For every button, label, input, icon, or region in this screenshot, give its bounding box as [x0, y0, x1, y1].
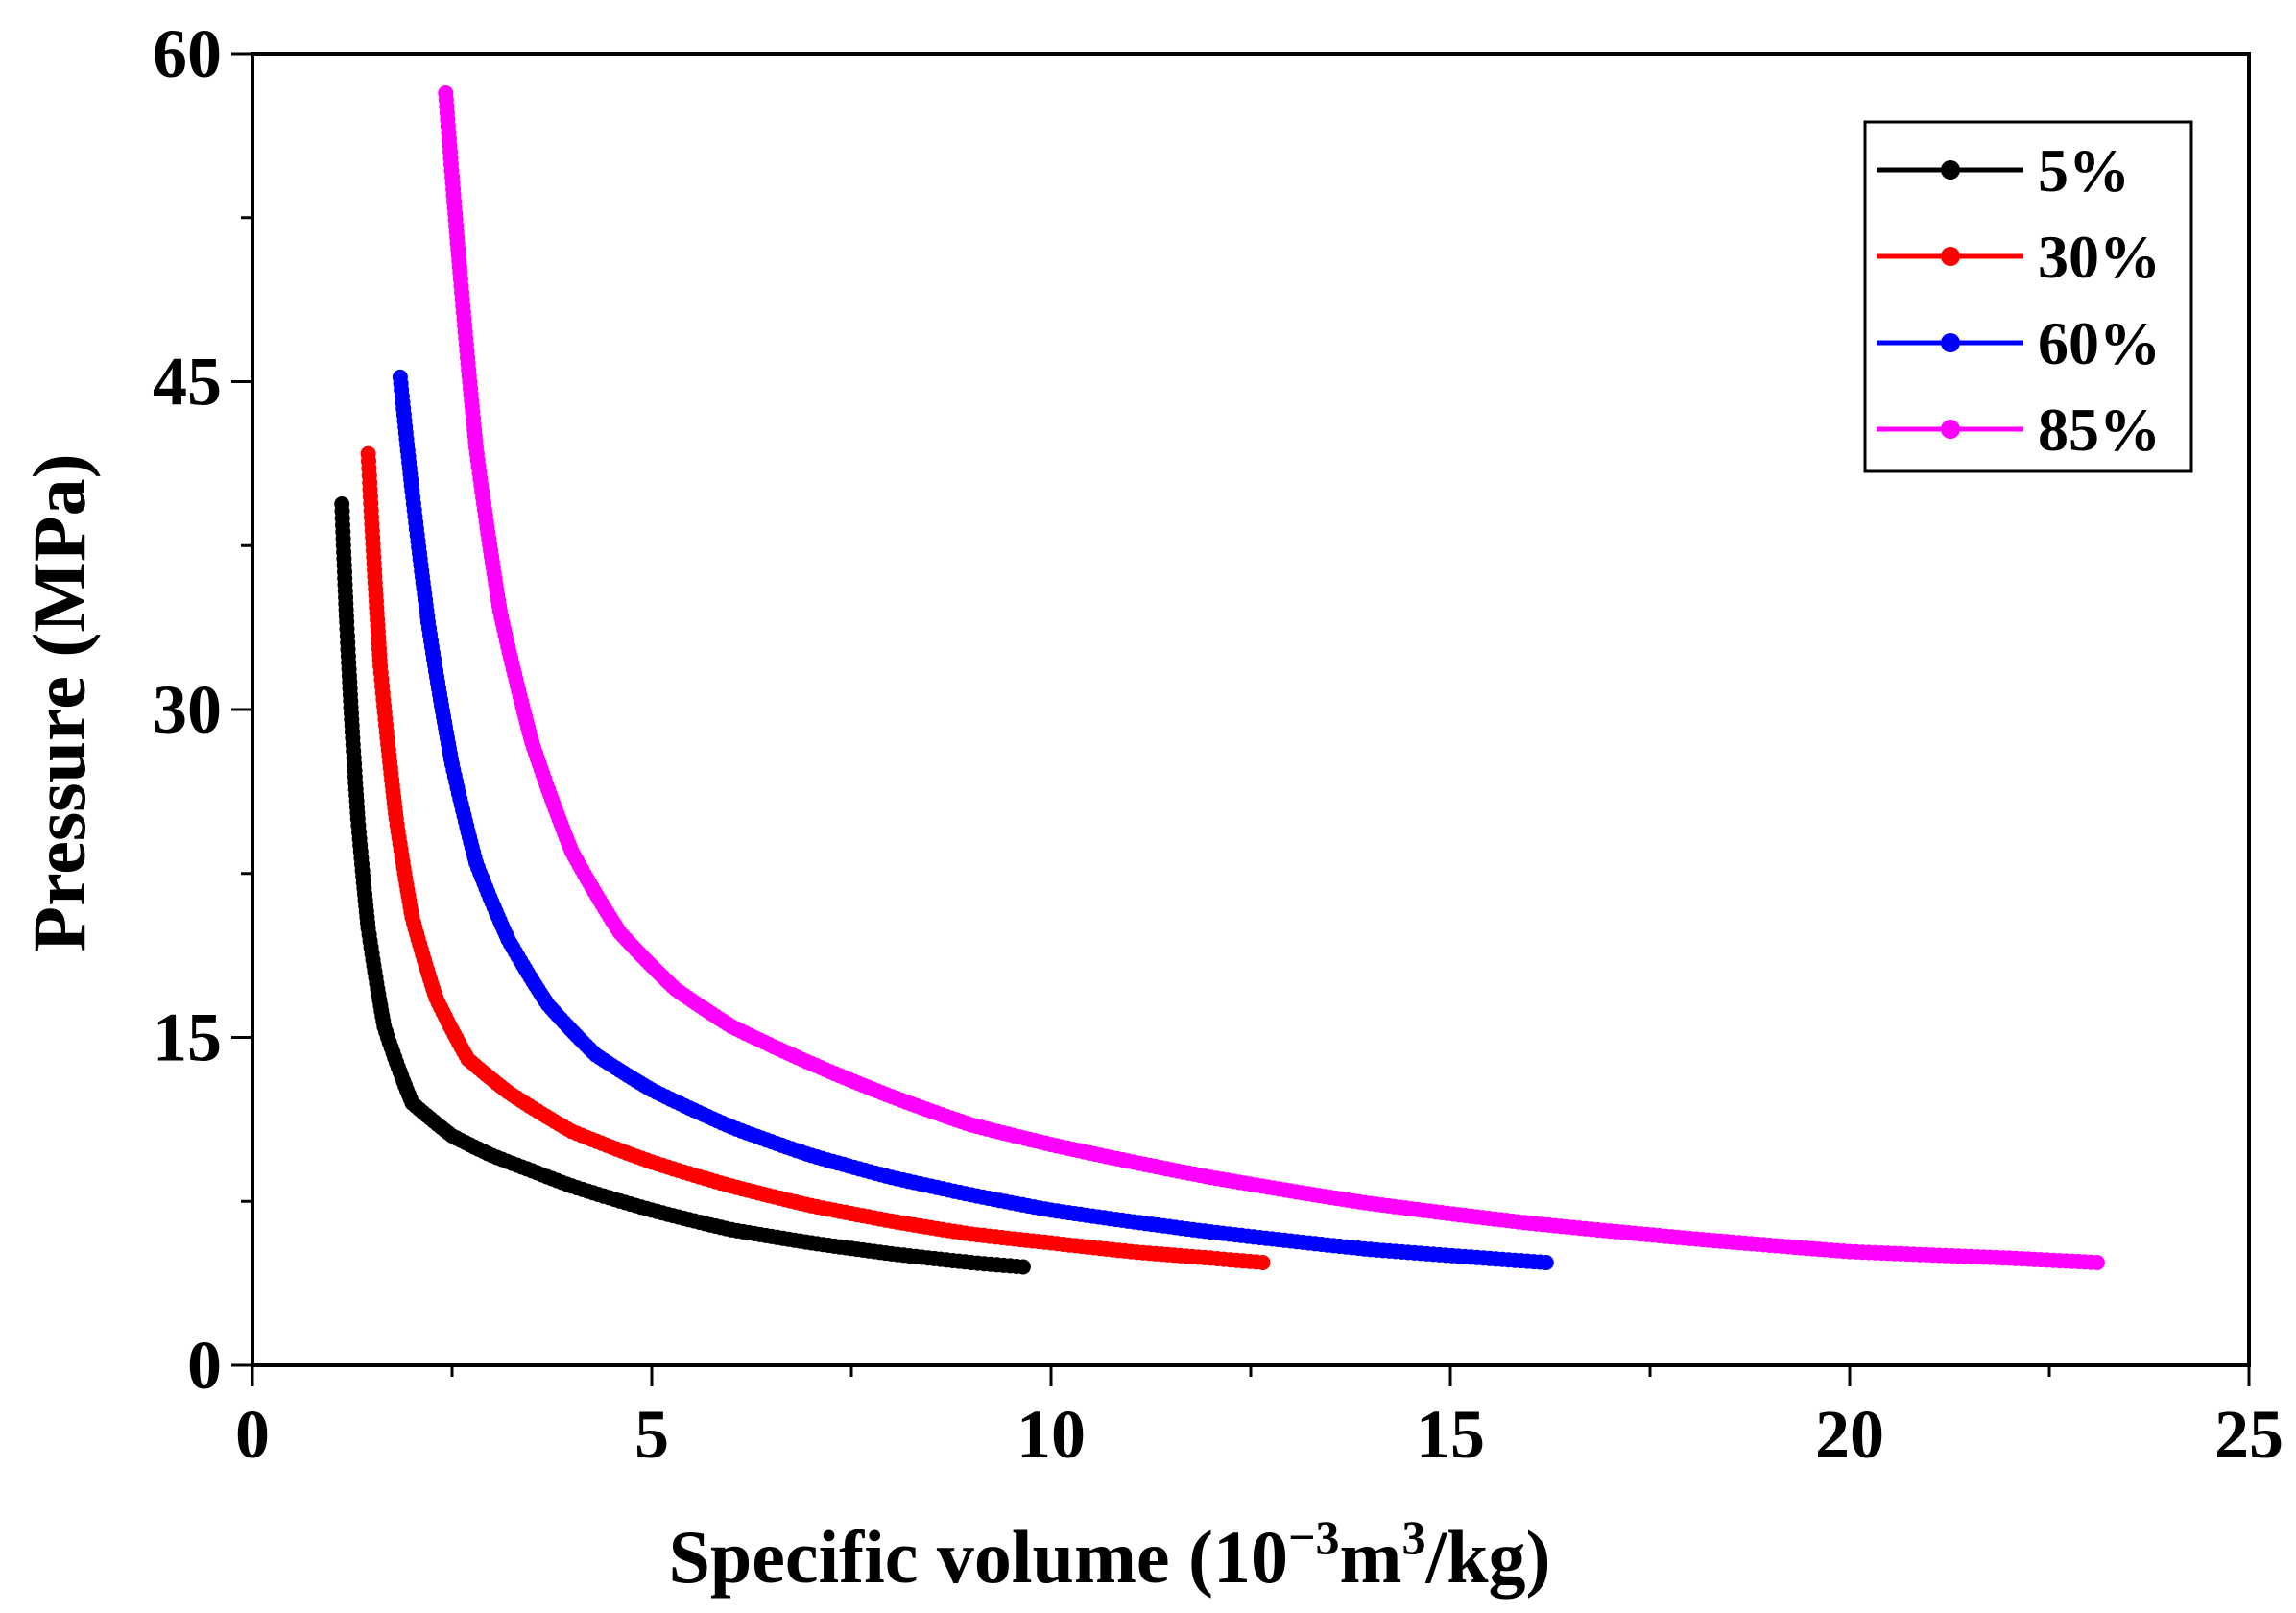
data-point: [1255, 1255, 1271, 1270]
y-tick-label: 30: [153, 671, 222, 748]
x-tick-label: 5: [634, 1396, 669, 1473]
x-axis-title: Specific volume (10−3m3/kg): [668, 1510, 1550, 1599]
legend-label: 60%: [2038, 309, 2161, 377]
x-tick-label: 20: [1815, 1396, 1884, 1473]
legend-swatch-marker: [1941, 160, 1960, 180]
legend-swatch-marker: [1941, 333, 1960, 352]
data-point: [1015, 1259, 1031, 1275]
data-point: [2089, 1255, 2105, 1270]
x-tick-label: 25: [2214, 1396, 2284, 1473]
series-85pct: [438, 85, 2105, 1270]
legend-swatch-marker: [1941, 420, 1960, 439]
legend-box: [1863, 120, 2193, 473]
series-5pct: [334, 496, 1031, 1275]
y-tick-label: 0: [187, 1327, 222, 1404]
legend-label: 5%: [2038, 136, 2130, 205]
series-60pct: [392, 369, 1554, 1270]
legend-label: 85%: [2038, 396, 2161, 464]
legend: 5% 30% 60% 85%: [1863, 120, 2193, 473]
x-tick-label: 10: [1016, 1396, 1086, 1473]
y-axis-title: Pressure (MPa): [17, 453, 101, 951]
series-group: [334, 85, 2105, 1275]
series-line: [441, 92, 2098, 1267]
series-line: [363, 453, 1263, 1267]
y-tick-label: 60: [153, 15, 222, 92]
y-tick-label: 15: [153, 999, 222, 1076]
x-tick-label: 15: [1416, 1396, 1485, 1473]
ticks-group: 0 5 10 15 20 25 0 15 30 45 60: [153, 15, 2284, 1473]
y-tick-label: 45: [153, 344, 222, 421]
legend-label: 30%: [2038, 223, 2161, 291]
legend-swatch-marker: [1941, 247, 1960, 266]
x-tick-label: 0: [235, 1396, 270, 1473]
series-line: [337, 503, 1024, 1272]
series-30pct: [360, 445, 1271, 1270]
data-point: [1538, 1255, 1554, 1270]
